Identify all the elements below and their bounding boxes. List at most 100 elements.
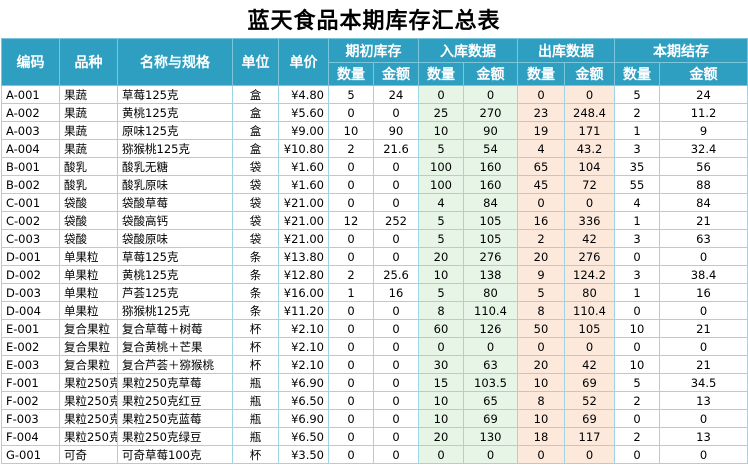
name-cell[interactable]: 复合黄桃＋芒果 (117, 337, 233, 356)
closing-qty-cell[interactable]: 1 (614, 121, 660, 140)
code-cell[interactable]: A-003 (1, 121, 60, 140)
price-cell[interactable]: ¥13.80 (278, 247, 329, 266)
outbound-amount-cell[interactable]: 42 (564, 355, 615, 374)
closing-qty-cell[interactable]: 35 (614, 157, 660, 176)
opening-amount-cell[interactable]: 0 (373, 445, 419, 464)
outbound-qty-cell[interactable]: 65 (517, 157, 565, 176)
outbound-amount-cell[interactable]: 0 (564, 445, 615, 464)
code-cell[interactable]: F-001 (1, 373, 60, 392)
opening-amount-cell[interactable]: 0 (373, 247, 419, 266)
code-cell[interactable]: C-002 (1, 211, 60, 230)
header-inbound-amount[interactable]: 金额 (463, 62, 518, 86)
header-opening-qty[interactable]: 数量 (328, 62, 374, 86)
category-cell[interactable]: 单果粒 (59, 247, 118, 266)
name-cell[interactable]: 袋酸原味 (117, 229, 233, 248)
unit-cell[interactable]: 袋 (232, 229, 279, 248)
outbound-amount-cell[interactable]: 0 (564, 193, 615, 212)
closing-amount-cell[interactable]: 16 (659, 283, 748, 302)
inbound-amount-cell[interactable]: 276 (463, 247, 518, 266)
closing-amount-cell[interactable]: 13 (659, 427, 748, 446)
inbound-amount-cell[interactable]: 84 (463, 193, 518, 212)
unit-cell[interactable]: 袋 (232, 211, 279, 230)
unit-cell[interactable]: 条 (232, 265, 279, 284)
outbound-amount-cell[interactable]: 0 (564, 337, 615, 356)
closing-amount-cell[interactable]: 21 (659, 319, 748, 338)
closing-amount-cell[interactable]: 24 (659, 85, 748, 104)
category-cell[interactable]: 果蔬 (59, 121, 118, 140)
outbound-qty-cell[interactable]: 8 (517, 391, 565, 410)
price-cell[interactable]: ¥4.80 (278, 85, 329, 104)
price-cell[interactable]: ¥21.00 (278, 229, 329, 248)
outbound-amount-cell[interactable]: 42 (564, 229, 615, 248)
closing-amount-cell[interactable]: 0 (659, 445, 748, 464)
inbound-qty-cell[interactable]: 60 (418, 319, 464, 338)
opening-qty-cell[interactable]: 0 (328, 193, 374, 212)
opening-amount-cell[interactable]: 0 (373, 427, 419, 446)
category-cell[interactable]: 果粒250克 (59, 373, 118, 392)
unit-cell[interactable]: 瓶 (232, 409, 279, 428)
closing-amount-cell[interactable]: 0 (659, 247, 748, 266)
opening-amount-cell[interactable]: 252 (373, 211, 419, 230)
closing-amount-cell[interactable]: 56 (659, 157, 748, 176)
closing-qty-cell[interactable]: 3 (614, 229, 660, 248)
opening-amount-cell[interactable]: 0 (373, 301, 419, 320)
unit-cell[interactable]: 盒 (232, 139, 279, 158)
code-cell[interactable]: E-001 (1, 319, 60, 338)
header-name[interactable]: 名称与规格 (117, 38, 233, 86)
header-code[interactable]: 编码 (1, 38, 60, 86)
name-cell[interactable]: 黄桃125克 (117, 103, 233, 122)
closing-amount-cell[interactable]: 0 (659, 409, 748, 428)
header-inbound-qty[interactable]: 数量 (418, 62, 464, 86)
header-outbound-amount[interactable]: 金额 (564, 62, 615, 86)
code-cell[interactable]: B-001 (1, 157, 60, 176)
name-cell[interactable]: 酸乳原味 (117, 175, 233, 194)
inbound-amount-cell[interactable]: 138 (463, 265, 518, 284)
inbound-amount-cell[interactable]: 69 (463, 409, 518, 428)
closing-amount-cell[interactable]: 32.4 (659, 139, 748, 158)
outbound-amount-cell[interactable]: 0 (564, 85, 615, 104)
opening-qty-cell[interactable]: 0 (328, 427, 374, 446)
header-unit[interactable]: 单位 (232, 38, 279, 86)
inbound-qty-cell[interactable]: 10 (418, 121, 464, 140)
closing-qty-cell[interactable]: 5 (614, 85, 660, 104)
outbound-qty-cell[interactable]: 18 (517, 427, 565, 446)
opening-amount-cell[interactable]: 0 (373, 391, 419, 410)
outbound-amount-cell[interactable]: 276 (564, 247, 615, 266)
unit-cell[interactable]: 杯 (232, 337, 279, 356)
unit-cell[interactable]: 盒 (232, 103, 279, 122)
inbound-qty-cell[interactable]: 10 (418, 391, 464, 410)
outbound-amount-cell[interactable]: 105 (564, 319, 615, 338)
opening-qty-cell[interactable]: 0 (328, 337, 374, 356)
inbound-amount-cell[interactable]: 0 (463, 445, 518, 464)
code-cell[interactable]: E-003 (1, 355, 60, 374)
name-cell[interactable]: 袋酸高钙 (117, 211, 233, 230)
code-cell[interactable]: F-004 (1, 427, 60, 446)
closing-amount-cell[interactable]: 0 (659, 337, 748, 356)
opening-amount-cell[interactable]: 0 (373, 103, 419, 122)
name-cell[interactable]: 复合芦荟＋猕猴桃 (117, 355, 233, 374)
header-price[interactable]: 单价 (278, 38, 329, 86)
code-cell[interactable]: D-004 (1, 301, 60, 320)
price-cell[interactable]: ¥9.00 (278, 121, 329, 140)
outbound-amount-cell[interactable]: 104 (564, 157, 615, 176)
unit-cell[interactable]: 杯 (232, 355, 279, 374)
outbound-amount-cell[interactable]: 80 (564, 283, 615, 302)
inbound-amount-cell[interactable]: 90 (463, 121, 518, 140)
outbound-qty-cell[interactable]: 50 (517, 319, 565, 338)
outbound-qty-cell[interactable]: 0 (517, 85, 565, 104)
category-cell[interactable]: 复合果粒 (59, 319, 118, 338)
header-closing-amount[interactable]: 金额 (659, 62, 748, 86)
inbound-qty-cell[interactable]: 5 (418, 139, 464, 158)
inbound-amount-cell[interactable]: 160 (463, 175, 518, 194)
header-opening-amount[interactable]: 金额 (373, 62, 419, 86)
price-cell[interactable]: ¥10.80 (278, 139, 329, 158)
unit-cell[interactable]: 瓶 (232, 391, 279, 410)
header-category[interactable]: 品种 (59, 38, 118, 86)
closing-qty-cell[interactable]: 5 (614, 373, 660, 392)
unit-cell[interactable]: 瓶 (232, 427, 279, 446)
outbound-amount-cell[interactable]: 52 (564, 391, 615, 410)
name-cell[interactable]: 果粒250克蓝莓 (117, 409, 233, 428)
outbound-amount-cell[interactable]: 124.2 (564, 265, 615, 284)
name-cell[interactable]: 猕猴桃125克 (117, 139, 233, 158)
outbound-qty-cell[interactable]: 10 (517, 373, 565, 392)
